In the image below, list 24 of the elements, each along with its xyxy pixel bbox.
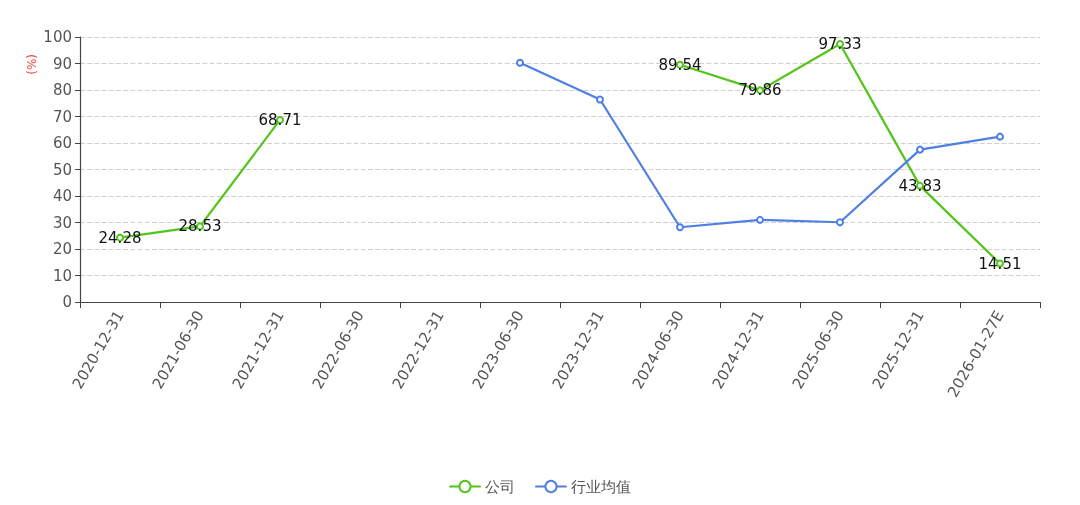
point <box>516 58 524 67</box>
y-tick-label: 10 <box>52 266 72 285</box>
y-tick-label: 70 <box>52 107 72 126</box>
y-tick-label: 20 <box>52 240 72 258</box>
point <box>916 145 924 154</box>
data-label: 28.53 <box>178 217 222 236</box>
y-tick-label: 50 <box>52 160 72 179</box>
data-label: 14.51 <box>978 254 1022 273</box>
point <box>676 223 684 232</box>
data-label: 79.86 <box>738 81 782 100</box>
y-tick-label: 60 <box>52 134 72 152</box>
point <box>756 215 764 224</box>
legend-label: 行业均值 <box>571 477 631 496</box>
y-tick-label: 80 <box>52 81 72 99</box>
legend-label: 公司 <box>485 477 515 496</box>
y-tick-label: 40 <box>52 187 72 205</box>
point <box>996 132 1004 141</box>
point <box>836 218 844 227</box>
y-axis-title: (%) <box>25 54 39 75</box>
point <box>596 95 604 104</box>
y-tick-label: 30 <box>52 213 72 232</box>
y-tick-label: 100 <box>43 28 72 46</box>
y-tick-label: 90 <box>52 54 72 73</box>
y-tick-label: 0 <box>62 293 72 311</box>
